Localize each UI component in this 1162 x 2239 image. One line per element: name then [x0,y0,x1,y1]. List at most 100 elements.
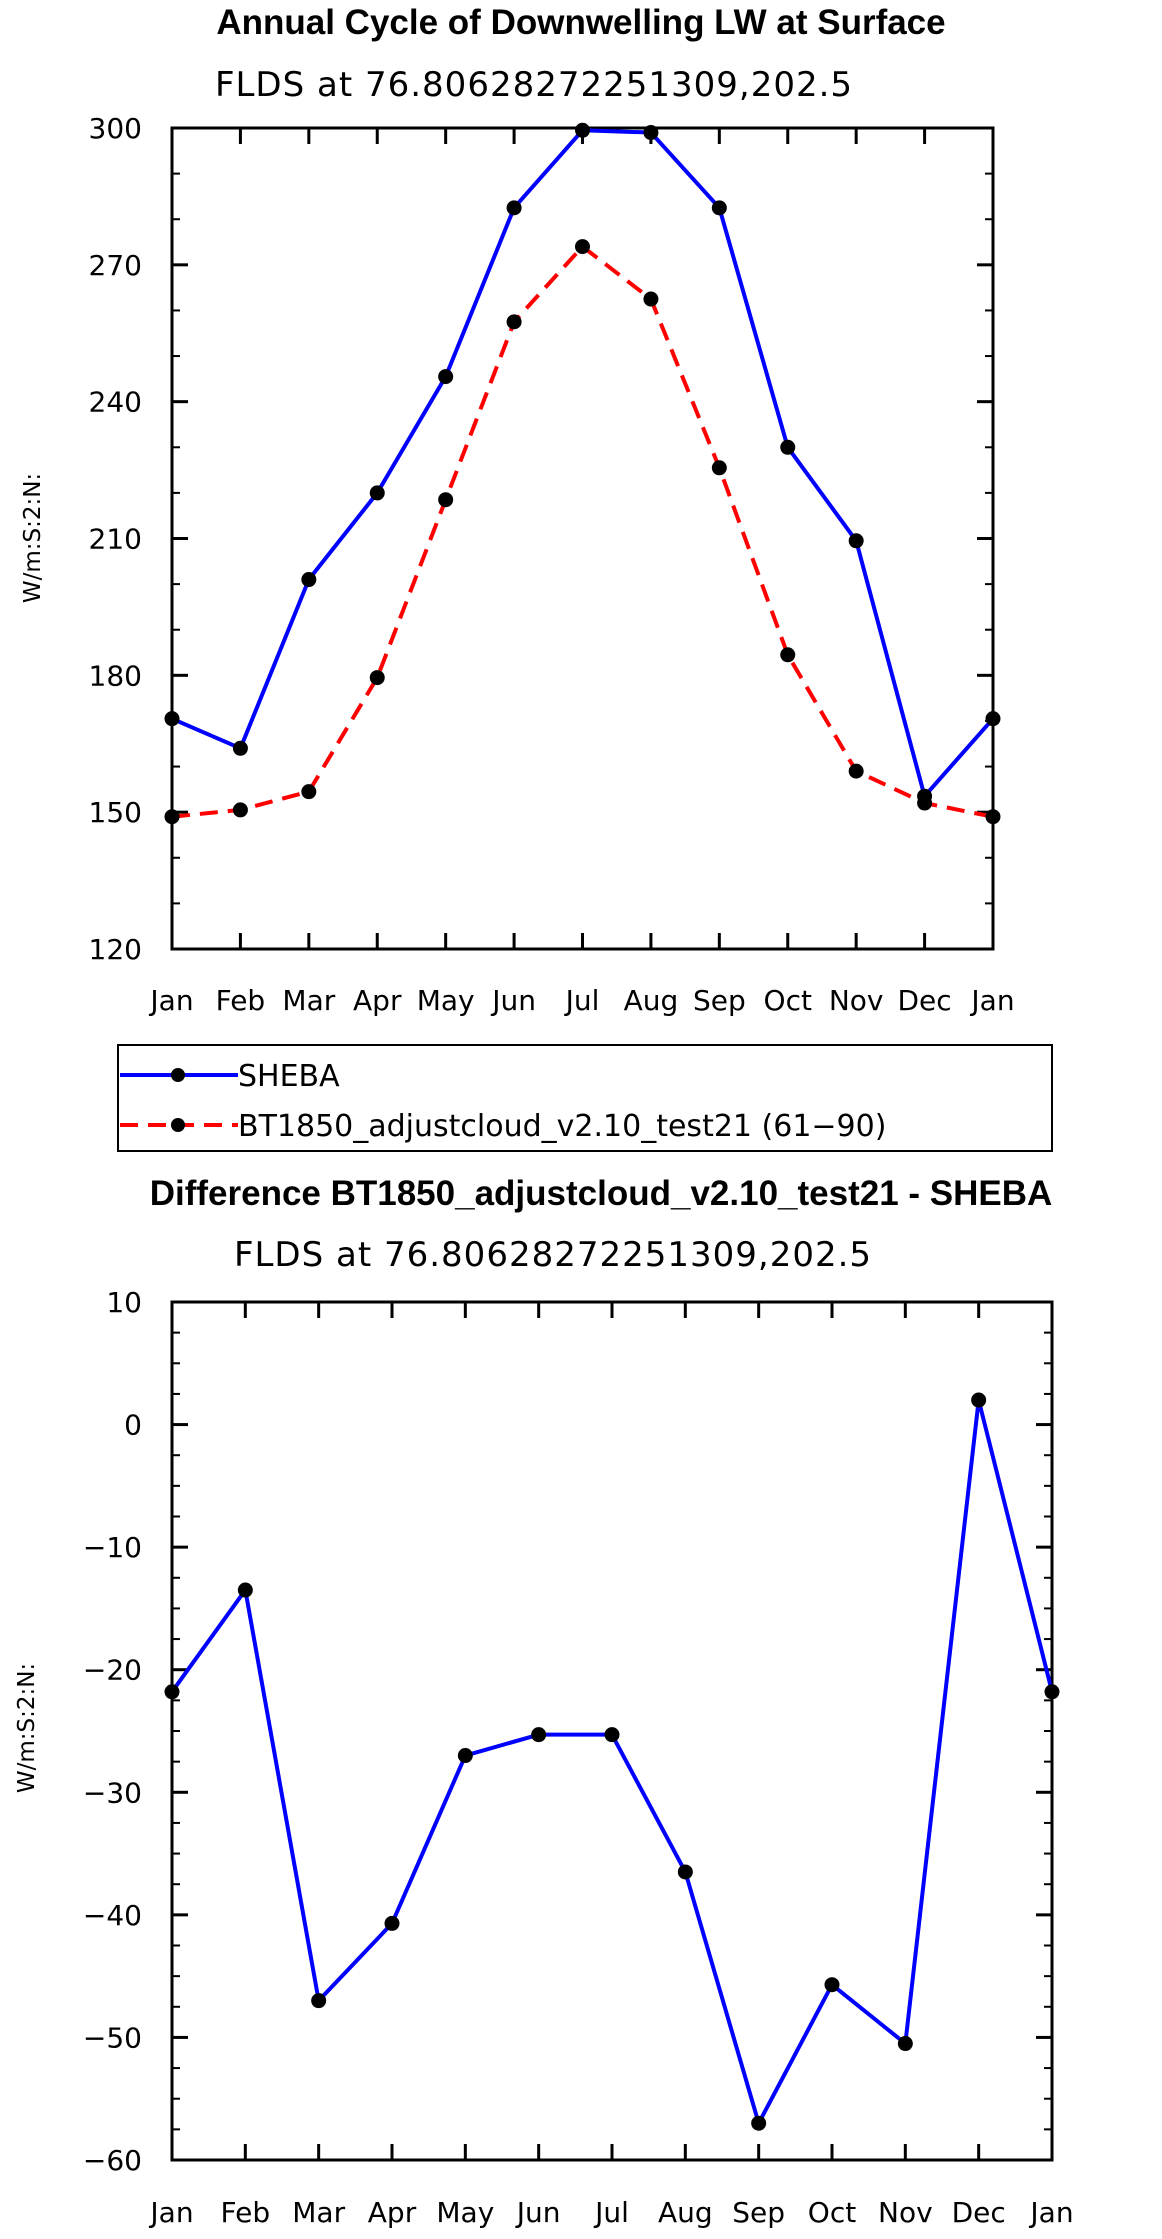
data-point [232,802,248,818]
x-tick-label: Aug [624,984,679,1017]
data-point [848,763,864,779]
x-tick-label: Mar [282,984,335,1017]
data-point [848,533,864,549]
series-line-1 [171,244,994,819]
x-tick-label: Nov [878,2196,933,2229]
y-axis-label: W/m:S:2:N: [14,1663,40,1793]
y-tick-label: −10 [83,1531,142,1564]
data-point [506,200,522,216]
legend-marker-model [171,1118,185,1132]
x-tick-label: Aug [658,2196,713,2229]
data-point [643,291,659,307]
data-point [301,784,317,800]
y-tick-label: 180 [89,659,142,692]
chart-subtitle: FLDS at 76.80628272251309,202.5 [234,1235,872,1275]
x-tick-label: Sep [732,2196,785,2229]
data-point [751,2115,767,2131]
y-tick-label: 120 [89,933,142,966]
x-tick-label: Jan [969,984,1014,1017]
data-point [677,1864,693,1880]
y-axis-label: W/m:S:2:N: [20,473,46,603]
x-tick-label: Feb [221,2196,271,2229]
data-point [311,1993,327,2009]
y-tick-label: 150 [89,796,142,829]
data-point [384,1915,400,1931]
y-tick-label: 10 [106,1286,142,1319]
annual-cycle-panel: Annual Cycle of Downwelling LW at Surfac… [20,3,1015,1017]
data-point [643,125,659,141]
legend-label-model: BT1850_adjustcloud_v2.10_test21 (61−90) [238,1109,886,1144]
series-layer [164,1392,1060,2131]
x-tick-label: Apr [368,2196,417,2229]
y-tick-label: 210 [89,523,142,556]
y-tick-label: 240 [89,386,142,419]
y-tick-label: 0 [124,1409,142,1442]
x-tick-label: Apr [353,984,402,1017]
data-point [164,809,180,825]
data-point [457,1748,473,1764]
x-tick-label: Feb [216,984,266,1017]
x-tick-label: Jun [490,984,536,1017]
y-tick-label: 300 [89,112,142,145]
data-point [985,711,1001,727]
x-tick-label: Jan [1028,2196,1073,2229]
chart-title: Annual Cycle of Downwelling LW at Surfac… [216,3,945,42]
y-tick-label: −20 [83,1654,142,1687]
x-tick-labels: Jan Feb Mar Apr May Jun Jul Aug Sep Oct Nov Dec Jan [148,984,1014,1017]
data-point [506,314,522,330]
x-tick-label: Jun [515,2196,561,2229]
data-point [575,239,590,255]
data-point [971,1392,987,1408]
x-tick-label: Nov [829,984,884,1017]
data-point [897,2036,913,2052]
legend-marker-sheba [171,1068,185,1082]
data-point [917,795,933,811]
data-point [531,1727,547,1743]
y-tick-label: −60 [83,2144,142,2177]
data-point [711,460,727,476]
data-point [711,200,727,216]
axis-ticks [170,126,995,951]
x-tick-label: May [417,984,475,1017]
data-point [164,711,180,727]
x-tick-label: Dec [952,2196,1006,2229]
data-point [1044,1684,1060,1700]
chart-title: Difference BT1850_adjustcloud_v2.10_test… [150,1174,1053,1213]
series-line-0 [170,1398,1054,2126]
data-point [824,1977,840,1993]
y-tick-label: −30 [83,1776,142,1809]
axis-ticks [170,1300,1054,2162]
data-point [369,485,385,501]
data-point [369,670,385,686]
data-point [985,809,1001,825]
legend: SHEBA BT1850_adjustcloud_v2.10_test21 (6… [117,1044,1053,1152]
data-point [237,1582,253,1598]
y-tick-label: −40 [83,1899,142,1932]
data-point [604,1727,620,1743]
data-point [575,122,590,138]
x-tick-label: Jul [564,984,600,1017]
data-point [301,572,317,588]
data-point [780,647,796,663]
x-tick-label: Jul [593,2196,629,2229]
data-point [164,1684,180,1700]
difference-panel: Difference BT1850_adjustcloud_v2.10_test… [14,1174,1074,2229]
y-tick-labels: 120 150 180 210 240 270 300 [89,112,142,966]
x-tick-label: Mar [292,2196,345,2229]
chart-subtitle: FLDS at 76.80628272251309,202.5 [215,65,853,105]
legend-label-sheba: SHEBA [238,1059,340,1094]
data-point [780,439,796,455]
x-tick-label: Jan [148,984,193,1017]
legend-box [117,1044,1053,1152]
x-tick-label: Oct [764,984,812,1017]
series-line-0 [171,128,995,799]
series-layer [164,122,1001,825]
y-tick-labels: −60 −50 −40 −30 −20 −10 0 10 [83,1286,142,2177]
x-tick-labels: Jan Feb Mar Apr May Jun Jul Aug Sep Oct Nov Dec Jan [148,2196,1073,2229]
x-tick-label: Oct [808,2196,856,2229]
x-tick-label: Jan [148,2196,193,2229]
x-tick-label: Sep [693,984,746,1017]
data-point [438,492,454,508]
x-tick-label: Dec [897,984,951,1017]
